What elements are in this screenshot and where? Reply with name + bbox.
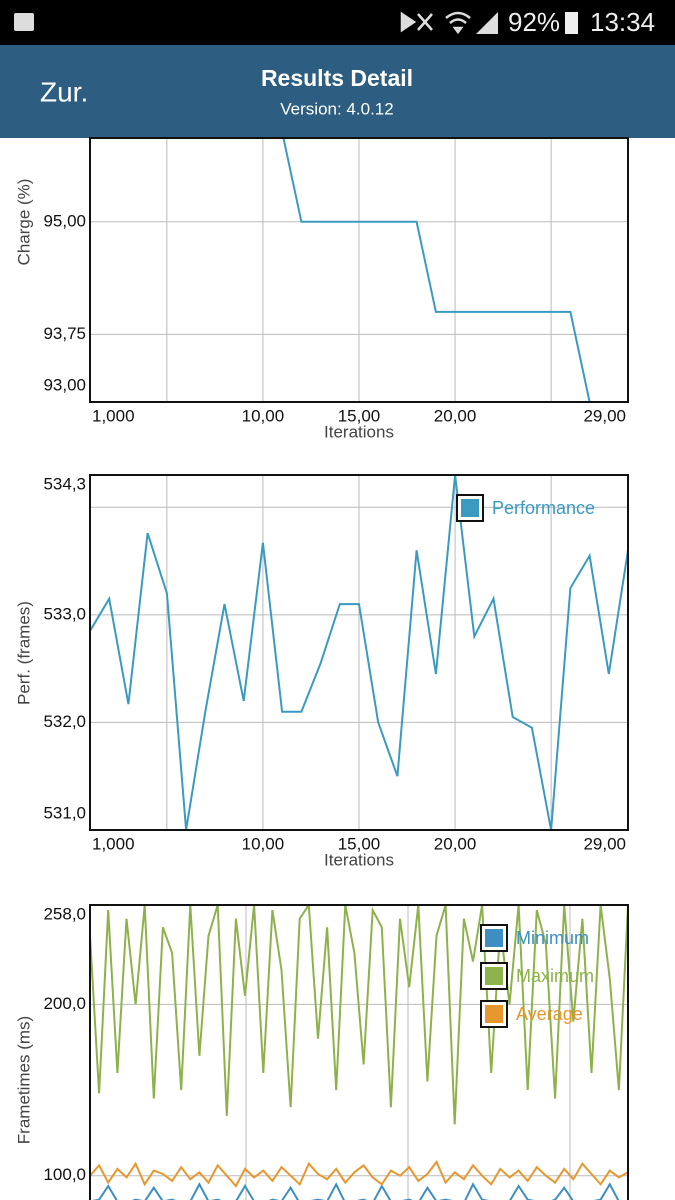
wifi-icon [445, 11, 471, 35]
y-tick-label: 533,0 [43, 604, 86, 623]
line-series [90, 475, 628, 830]
plot-frame [89, 904, 629, 1200]
plot-frame [89, 474, 629, 831]
plot-frame [89, 137, 629, 403]
x-tick-label: 20,00 [434, 406, 477, 425]
line-series [90, 1160, 628, 1188]
y-tick-label: 93,75 [43, 324, 86, 343]
y-axis-label: Charge (%) [14, 179, 33, 266]
title: Results Detail [261, 65, 413, 91]
y-tick-label: 95,00 [43, 211, 86, 230]
legend-swatch [461, 499, 479, 517]
mute-icon [400, 11, 433, 33]
x-axis-label: Iterations [324, 850, 394, 869]
battery-icon [565, 12, 578, 34]
x-tick-label: 29,00 [583, 834, 626, 853]
line-series [90, 905, 628, 1125]
notification-icon [14, 13, 34, 31]
clock: 13:34 [590, 7, 655, 37]
x-tick-label: 15,00 [338, 406, 381, 425]
legend-label: Minimum [516, 928, 589, 948]
x-tick-label: 15,00 [338, 834, 381, 853]
y-tick-label: 200,0 [43, 994, 86, 1013]
x-tick-label: 10,00 [242, 834, 285, 853]
app-bar [0, 45, 675, 138]
y-axis-label: Frametimes (ms) [14, 1016, 33, 1144]
y-tick-label: 93,00 [43, 375, 86, 394]
y-tick-label: 100,0 [43, 1165, 86, 1184]
line-series [282, 138, 628, 402]
x-axis-label: Iterations [324, 422, 394, 441]
y-tick-label: 534,3 [43, 474, 86, 493]
line-series [92, 1182, 620, 1200]
x-tick-label: 1,000 [92, 406, 135, 425]
legend-swatch [485, 967, 503, 985]
x-tick-label: 29,00 [583, 406, 626, 425]
x-tick-label: 20,00 [434, 834, 477, 853]
x-tick-label: 1,000 [92, 834, 135, 853]
signal-icon [476, 12, 498, 34]
y-tick-label: 258,0 [43, 904, 86, 923]
legend-swatch [485, 929, 503, 947]
legend-label: Performance [492, 498, 595, 518]
x-tick-label: 10,00 [242, 406, 285, 425]
status-bar [0, 0, 675, 45]
legend-swatch [485, 1005, 503, 1023]
subtitle: Version: 4.0.12 [280, 99, 393, 118]
legend-label: Maximum [516, 966, 594, 986]
battery-level: 92% [508, 7, 560, 37]
y-tick-label: 531,0 [43, 803, 86, 822]
y-axis-label: Perf. (frames) [14, 601, 33, 705]
y-tick-label: 532,0 [43, 712, 86, 731]
legend-label: Average [516, 1004, 583, 1024]
back-button[interactable]: Zur. [40, 76, 88, 107]
